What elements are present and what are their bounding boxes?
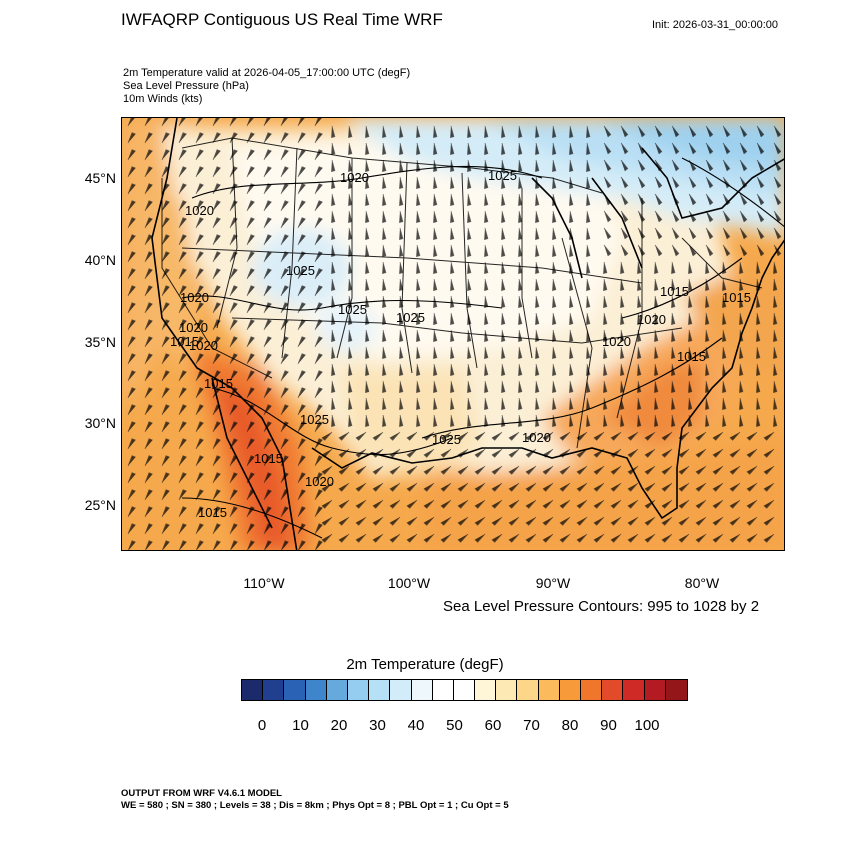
pressure-label: 1020: [522, 430, 551, 445]
colorbar-tick-label: 40: [407, 717, 425, 734]
colorbar-swatch: [390, 680, 412, 700]
colorbar-tick-label: 0: [257, 717, 267, 734]
map-canvas: 1020 1025 1020 1025 1020 1020 1025 1025 …: [122, 118, 784, 550]
colorbar-swatch: [517, 680, 539, 700]
colorbar-tick-label: 70: [523, 717, 540, 734]
colorbar: [241, 679, 688, 701]
field-label-pressure: Sea Level Pressure (hPa): [123, 80, 249, 92]
latitude-label: 45°N: [84, 170, 116, 186]
coastlines: [151, 118, 784, 550]
colorbar-tick-label: 90: [600, 717, 617, 734]
pressure-label: 1020: [179, 320, 208, 335]
latitude-label: 25°N: [84, 497, 116, 513]
longitude-label: 100°W: [387, 575, 431, 591]
footer-config: WE = 580 ; SN = 380 ; Levels = 38 ; Dis …: [121, 800, 509, 811]
colorbar-swatch: [432, 680, 454, 700]
pressure-labels: 1020 1025 1020 1025 1020 1020 1025 1025 …: [170, 168, 751, 520]
colorbar-swatch: [623, 680, 645, 700]
colorbar-swatch: [602, 680, 624, 700]
latitude-label: 30°N: [84, 415, 116, 431]
main-title: IWFAQRP Contiguous US Real Time WRF: [121, 10, 443, 29]
pressure-label: 1025: [432, 432, 461, 447]
colorbar-tick-label: 80: [561, 717, 579, 734]
colorbar-swatch: [453, 680, 476, 700]
colorbar-swatch: [538, 680, 560, 700]
pressure-label: 1025: [338, 302, 367, 317]
colorbar-swatch: [411, 680, 433, 700]
colorbar-swatch: [581, 680, 603, 700]
colorbar-title: 2m Temperature (degF): [346, 656, 504, 673]
colorbar-tick-label: 50: [446, 717, 463, 734]
footer-model: OUTPUT FROM WRF V4.6.1 MODEL: [121, 788, 282, 799]
pressure-label: 1025: [396, 310, 425, 325]
pressure-label: 1015: [722, 290, 751, 305]
state-borders: [161, 137, 763, 449]
pressure-label: 1020: [340, 170, 369, 185]
pressure-label: 1025: [300, 412, 329, 427]
colorbar-swatch: [284, 680, 306, 700]
colorbar-swatch: [369, 680, 391, 700]
colorbar-swatch: [347, 680, 370, 700]
colorbar-swatch: [559, 680, 581, 700]
colorbar-tick-label: 20: [330, 717, 348, 734]
pressure-label: 1025: [488, 168, 517, 183]
pressure-label: 1015: [254, 451, 283, 466]
latitude-label: 40°N: [84, 252, 116, 268]
pressure-label: 1020: [637, 312, 666, 327]
pressure-label: 1025: [286, 263, 315, 278]
colorbar-tick-label: 100: [634, 717, 660, 734]
pressure-label: 1020: [305, 474, 334, 489]
colorbar-swatch: [475, 680, 497, 700]
colorbar-tick-label: 60: [484, 717, 502, 734]
longitude-label: 80°W: [684, 575, 720, 591]
colorbar-tick-label: 10: [292, 717, 309, 734]
field-label-temperature: 2m Temperature valid at 2026-04-05_17:00…: [123, 67, 411, 79]
colorbar-swatch: [263, 680, 285, 700]
pressure-label: 1020: [185, 203, 214, 218]
init-time: Init: 2026-03-31_00:00:00: [652, 19, 778, 31]
pressure-label: 1015: [677, 349, 706, 364]
pressure-label: 1015: [660, 284, 689, 299]
pressure-contours: [181, 157, 784, 539]
longitude-label: 90°W: [535, 575, 571, 591]
colorbar-swatch: [665, 680, 687, 700]
pressure-label: 1020: [602, 334, 631, 349]
pressure-label: 1015: [170, 334, 199, 349]
pressure-label: 1020: [180, 290, 209, 305]
colorbar-swatch: [496, 680, 518, 700]
colorbar-swatch: [326, 680, 348, 700]
weather-map: 1020 1025 1020 1025 1020 1020 1025 1025 …: [121, 117, 785, 551]
pressure-label: 1015: [198, 505, 227, 520]
colorbar-swatch: [242, 680, 264, 700]
latitude-label: 35°N: [84, 334, 116, 350]
colorbar-tick-label: 30: [369, 717, 386, 734]
pressure-label: 1015: [204, 376, 233, 391]
contour-note: Sea Level Pressure Contours: 995 to 1028…: [443, 598, 760, 615]
longitude-label: 110°W: [243, 575, 285, 591]
colorbar-swatch: [305, 680, 327, 700]
pressure-label: 1020: [189, 338, 218, 353]
field-label-winds: 10m Winds (kts): [123, 93, 203, 105]
colorbar-swatch: [644, 680, 666, 700]
